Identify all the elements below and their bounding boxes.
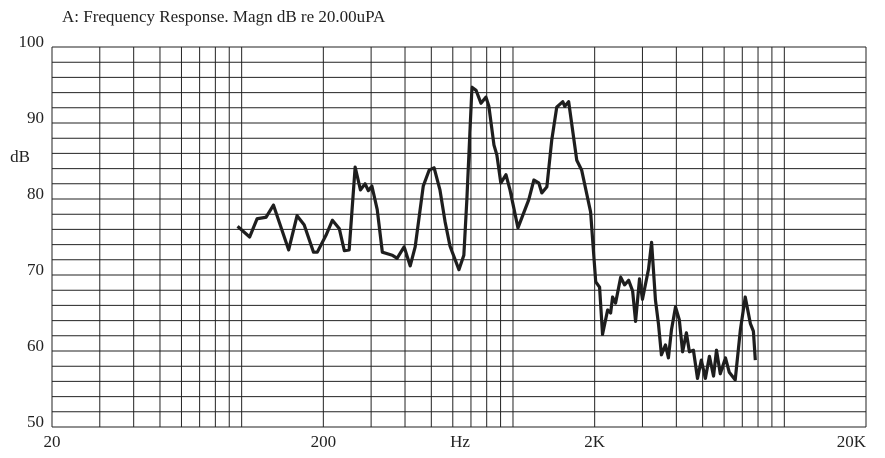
y-tick-label: 80 — [27, 184, 44, 203]
chart-title: A: Frequency Response. Magn dB re 20.00u… — [62, 7, 386, 26]
y-tick-label: 100 — [19, 32, 45, 51]
data-line — [236, 85, 757, 382]
x-tick-label: 2K — [584, 432, 606, 451]
x-tick-label: 200 — [311, 432, 337, 451]
y-tick-label: 50 — [27, 412, 44, 431]
x-axis-label: Hz — [450, 432, 470, 451]
y-tick-label: 60 — [27, 336, 44, 355]
y-tick-label: 70 — [27, 260, 44, 279]
y-tick-label: 90 — [27, 108, 44, 127]
x-tick-label: 20 — [44, 432, 61, 451]
y-axis-label: dB — [10, 147, 30, 166]
x-tick-label: 20K — [837, 432, 867, 451]
